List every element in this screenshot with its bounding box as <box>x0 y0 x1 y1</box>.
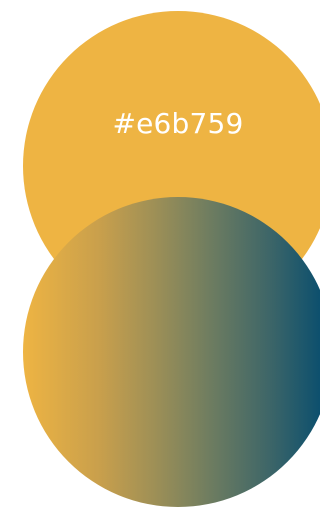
hex-code-label: #e6b759 <box>112 107 244 140</box>
gradient-swatch-circle[interactable] <box>23 197 320 507</box>
